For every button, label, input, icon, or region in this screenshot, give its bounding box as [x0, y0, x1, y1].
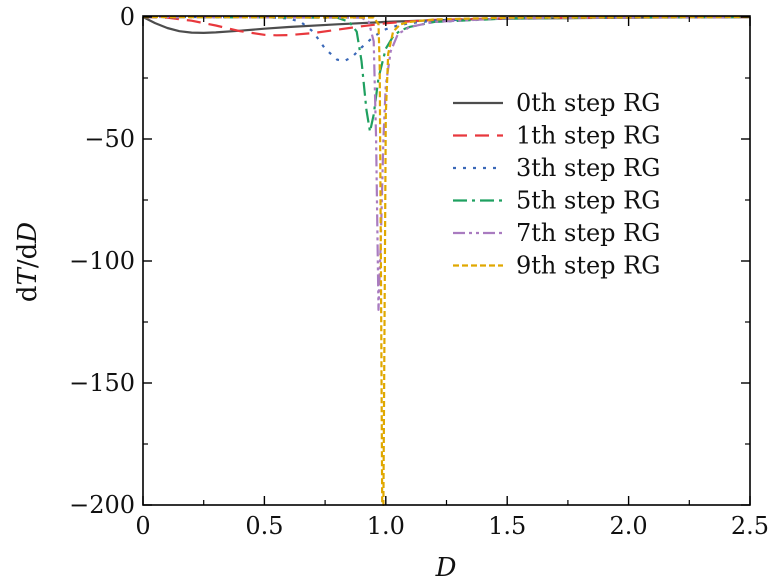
series-line-5 [143, 16, 750, 506]
legend-label-5: 9th step RG [516, 252, 660, 280]
x-tick-label: 1.0 [367, 512, 405, 540]
legend-label-3: 5th step RG [516, 187, 660, 215]
series-line-4 [143, 16, 750, 311]
y-tick-label: −50 [84, 125, 135, 153]
y-tick-label: −200 [69, 491, 135, 519]
x-tick-label: 0.5 [245, 512, 283, 540]
legend-label-0: 0th step RG [516, 89, 660, 117]
legend-label-4: 7th step RG [516, 219, 660, 247]
x-tick-label: 2.5 [731, 512, 769, 540]
x-axis-label: D [435, 553, 457, 583]
legend-label-2: 3th step RG [516, 154, 660, 182]
x-tick-label: 0 [135, 512, 150, 540]
y-axis-label: dT/dD [13, 222, 43, 302]
y-tick-label: −150 [69, 369, 135, 397]
series-line-2 [143, 16, 750, 63]
x-tick-label: 2.0 [610, 512, 648, 540]
legend: 0th step RG 1th step RG 3th step RG 5th ste… [453, 89, 660, 280]
ticks-layer: 0 0.5 1.0 1.5 2.0 2.5 0 −50 −100 −150 −200 [69, 3, 769, 540]
x-tick-label: 1.5 [488, 512, 526, 540]
legend-label-1: 1th step RG [516, 122, 660, 150]
y-tick-label: 0 [120, 3, 135, 31]
y-tick-label: −100 [69, 247, 135, 275]
